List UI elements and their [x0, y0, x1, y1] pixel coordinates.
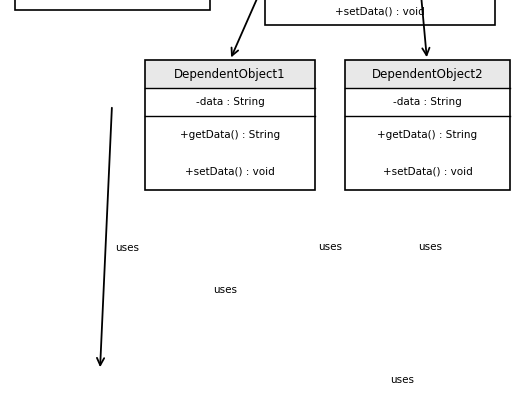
Text: +getData() : String: +getData() : String — [377, 130, 478, 139]
Text: uses: uses — [115, 242, 139, 253]
Polygon shape — [345, 88, 510, 116]
Text: -data : String: -data : String — [196, 97, 264, 107]
Polygon shape — [145, 60, 315, 88]
Text: uses: uses — [390, 375, 414, 385]
Text: uses: uses — [418, 242, 442, 252]
Text: -data : String: -data : String — [393, 97, 462, 107]
Polygon shape — [145, 88, 315, 116]
Text: +setData() : void: +setData() : void — [335, 6, 425, 17]
Text: DependentObject1: DependentObject1 — [174, 67, 286, 80]
Polygon shape — [345, 116, 510, 190]
Text: +setData() : void: +setData() : void — [383, 167, 472, 177]
Text: uses: uses — [318, 242, 342, 252]
Polygon shape — [265, 0, 495, 25]
Polygon shape — [15, 0, 210, 10]
Polygon shape — [145, 116, 315, 190]
Text: +setData() : void: +setData() : void — [185, 167, 275, 177]
Text: +getData() : String: +getData() : String — [180, 130, 280, 139]
Text: uses: uses — [213, 285, 237, 295]
Text: DependentObject2: DependentObject2 — [372, 67, 483, 80]
Polygon shape — [345, 60, 510, 88]
